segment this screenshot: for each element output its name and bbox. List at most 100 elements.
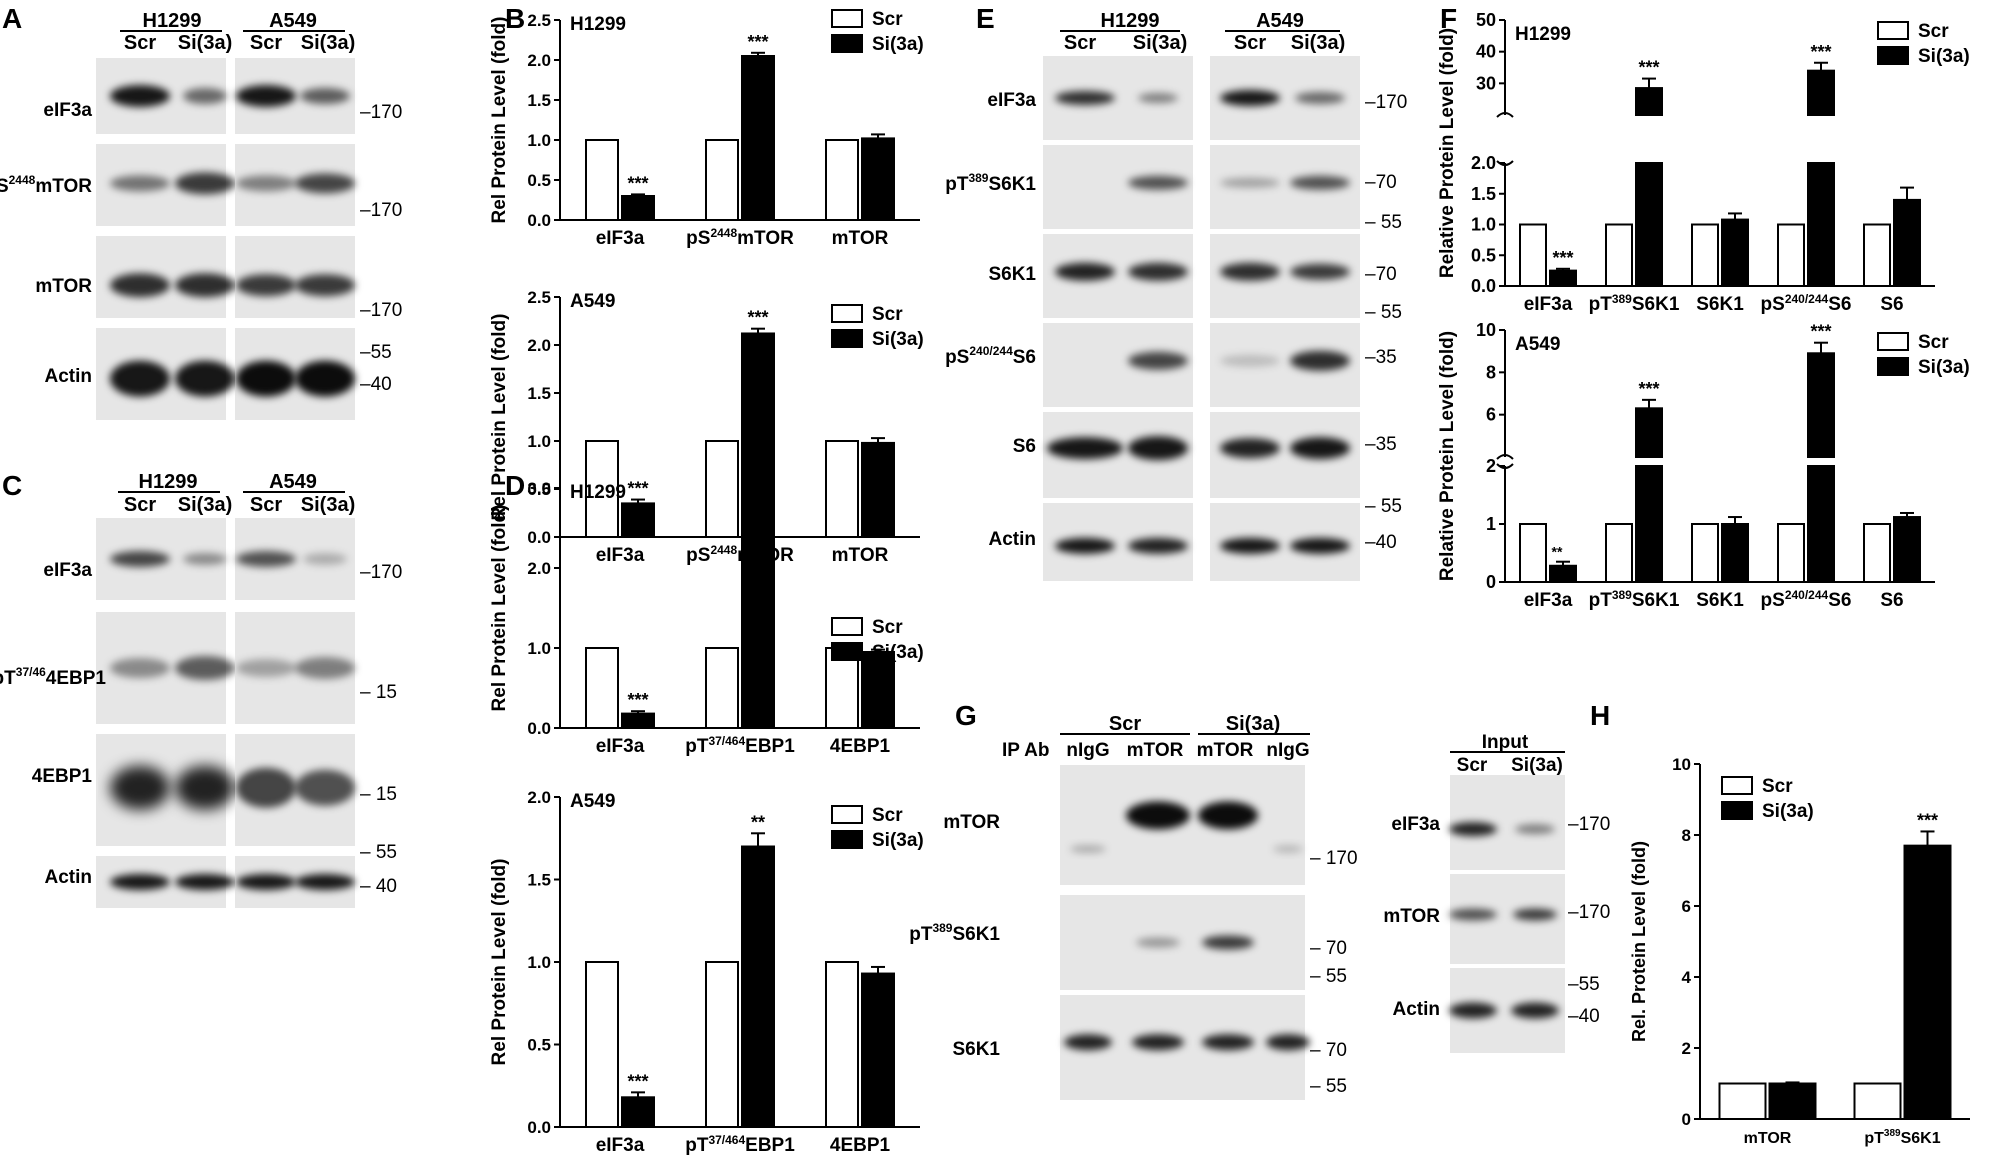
row-label-eif3a: eIF3a — [43, 560, 92, 581]
blot-band — [1295, 92, 1345, 104]
blot-band — [1513, 908, 1557, 921]
blot-band — [1055, 262, 1115, 281]
row-label-pt3746-4ebp1: pT37/464EBP1 — [0, 665, 106, 689]
blot-band — [1055, 537, 1115, 554]
bar-si3a-upper — [1635, 87, 1663, 117]
bar-scr — [825, 961, 859, 1128]
significance-mark: *** — [1552, 248, 1573, 268]
row-label-s6k1: S6K1 — [988, 264, 1036, 285]
group-label-si3a: Si(3a) — [1226, 713, 1280, 735]
x-tick-label: eIF3a — [596, 1135, 645, 1156]
x-tick-label: pT389S6K1 — [1589, 292, 1680, 315]
y-tick-label: 0 — [1682, 1110, 1691, 1129]
blot-band — [1132, 1034, 1184, 1051]
y-tick-label: 2.0 — [527, 51, 551, 70]
y-tick-label: 1.5 — [527, 384, 551, 403]
x-tick-label: pS240/244S6 — [1761, 588, 1852, 611]
panel-label-b: B — [505, 3, 525, 34]
input-row-label-eif3a: eIF3a — [1391, 814, 1440, 835]
legend-swatch-si3a — [831, 34, 863, 53]
input-row-label-mtor: mTOR — [1383, 906, 1440, 927]
legend-swatch-scr — [831, 617, 863, 636]
mw-marker: –170 — [360, 562, 402, 583]
input-row-label-actin: Actin — [1393, 999, 1441, 1020]
group-label-h1299: H1299 — [143, 10, 202, 32]
y-tick-label: 8 — [1682, 826, 1691, 845]
x-tick-label: eIF3a — [1524, 590, 1573, 611]
mw-marker: –170 — [360, 102, 402, 123]
bar-scr — [585, 961, 619, 1128]
mw-marker: –40 — [1365, 532, 1397, 553]
blot-band — [236, 659, 296, 677]
bar-chart: 0.0 0.5 1.0 1.5 2.0 *** eIF3a ** pT37/464EBP1 4EB… — [489, 788, 924, 1156]
lane-label-scr: Scr — [1457, 755, 1488, 776]
input-title: Input — [1482, 732, 1529, 753]
x-tick-label: pT389S6K1 — [1589, 588, 1680, 611]
legend-swatch-scr — [1877, 332, 1909, 351]
lane-label-scr: Scr — [1064, 32, 1096, 54]
group-label-scr: Scr — [1109, 713, 1141, 735]
panel-e: E H1299 Scr Si(3a) A549 Scr Si(3a) eIF3a… — [945, 3, 1407, 581]
bar-si3a — [1903, 844, 1952, 1121]
legend-label-si3a: Si(3a) — [1918, 357, 1970, 378]
row-label-actin: Actin — [45, 867, 93, 888]
mw-marker: – 55 — [360, 842, 397, 863]
chart-cell-line: H1299 — [570, 14, 626, 35]
blot-band — [1202, 1034, 1254, 1051]
legend-label-scr: Scr — [1762, 776, 1793, 797]
blot-membrane — [1060, 765, 1305, 885]
lane-label-si3a: Si(3a) — [1511, 755, 1563, 776]
y-tick-label: 0.0 — [527, 211, 551, 230]
group-label-a549: A549 — [269, 471, 317, 493]
blot-band — [1128, 436, 1188, 461]
bar-scr — [585, 440, 619, 538]
legend-swatch-scr — [1877, 21, 1909, 40]
y-tick-label: 1.0 — [527, 131, 551, 150]
y-tick-label: 1.5 — [527, 91, 551, 110]
group-label-a549: A549 — [269, 10, 317, 32]
blot-band — [1266, 1034, 1310, 1051]
axis-break-mark — [1496, 454, 1514, 460]
chart-cell-line: H1299 — [570, 482, 626, 503]
y-tick-label: 0.0 — [527, 719, 551, 738]
blot-band — [1138, 93, 1178, 103]
y-tick-label: 0.5 — [527, 171, 551, 190]
axis-break-mark — [1496, 160, 1514, 166]
legend-label-si3a: Si(3a) — [872, 642, 924, 663]
row-label-actin: Actin — [45, 366, 93, 387]
lane-label-scr: Scr — [250, 494, 282, 516]
blot-band — [295, 657, 355, 679]
panel-a: A H1299 Scr Si(3a) A549 Scr Si(3a) eIF3a… — [0, 3, 402, 420]
y-tick-label: 6 — [1486, 405, 1496, 425]
blot-band — [110, 765, 170, 810]
lane-label-si3a: Si(3a) — [301, 494, 355, 516]
legend-swatch-si3a — [1721, 801, 1753, 820]
blot-band — [1290, 437, 1350, 460]
bar-si3a — [741, 332, 775, 539]
blot-band — [295, 360, 355, 397]
chart-cell-line: A549 — [570, 291, 615, 312]
bar-si3a — [861, 441, 895, 539]
legend-label-si3a: Si(3a) — [1762, 801, 1814, 822]
lane-label-nigg: nIgG — [1266, 740, 1309, 761]
mw-marker: – 70 — [1310, 938, 1347, 959]
x-tick-label: mTOR — [1744, 1130, 1792, 1147]
blot-band — [1511, 1002, 1559, 1019]
lane-label-si3a: Si(3a) — [1133, 32, 1187, 54]
blot-band — [110, 85, 170, 107]
mw-marker: –35 — [1365, 434, 1397, 455]
legend-swatch-si3a — [1877, 46, 1909, 65]
significance-mark: *** — [747, 507, 768, 527]
row-label-mtor: mTOR — [35, 276, 92, 297]
mw-marker: – 40 — [360, 876, 397, 897]
legend-label-scr: Scr — [1918, 332, 1949, 353]
blot-grid — [96, 518, 355, 908]
legend-swatch-si3a — [831, 642, 863, 661]
blot-band — [236, 85, 296, 107]
mw-marker: – 55 — [1365, 212, 1402, 233]
blot-band — [175, 360, 235, 397]
mw-marker: –40 — [1568, 1006, 1600, 1027]
y-tick-label: 30 — [1476, 73, 1496, 93]
bar-scr — [1777, 223, 1805, 287]
y-axis-label: Relative Protein Level (fold) — [1437, 28, 1458, 278]
